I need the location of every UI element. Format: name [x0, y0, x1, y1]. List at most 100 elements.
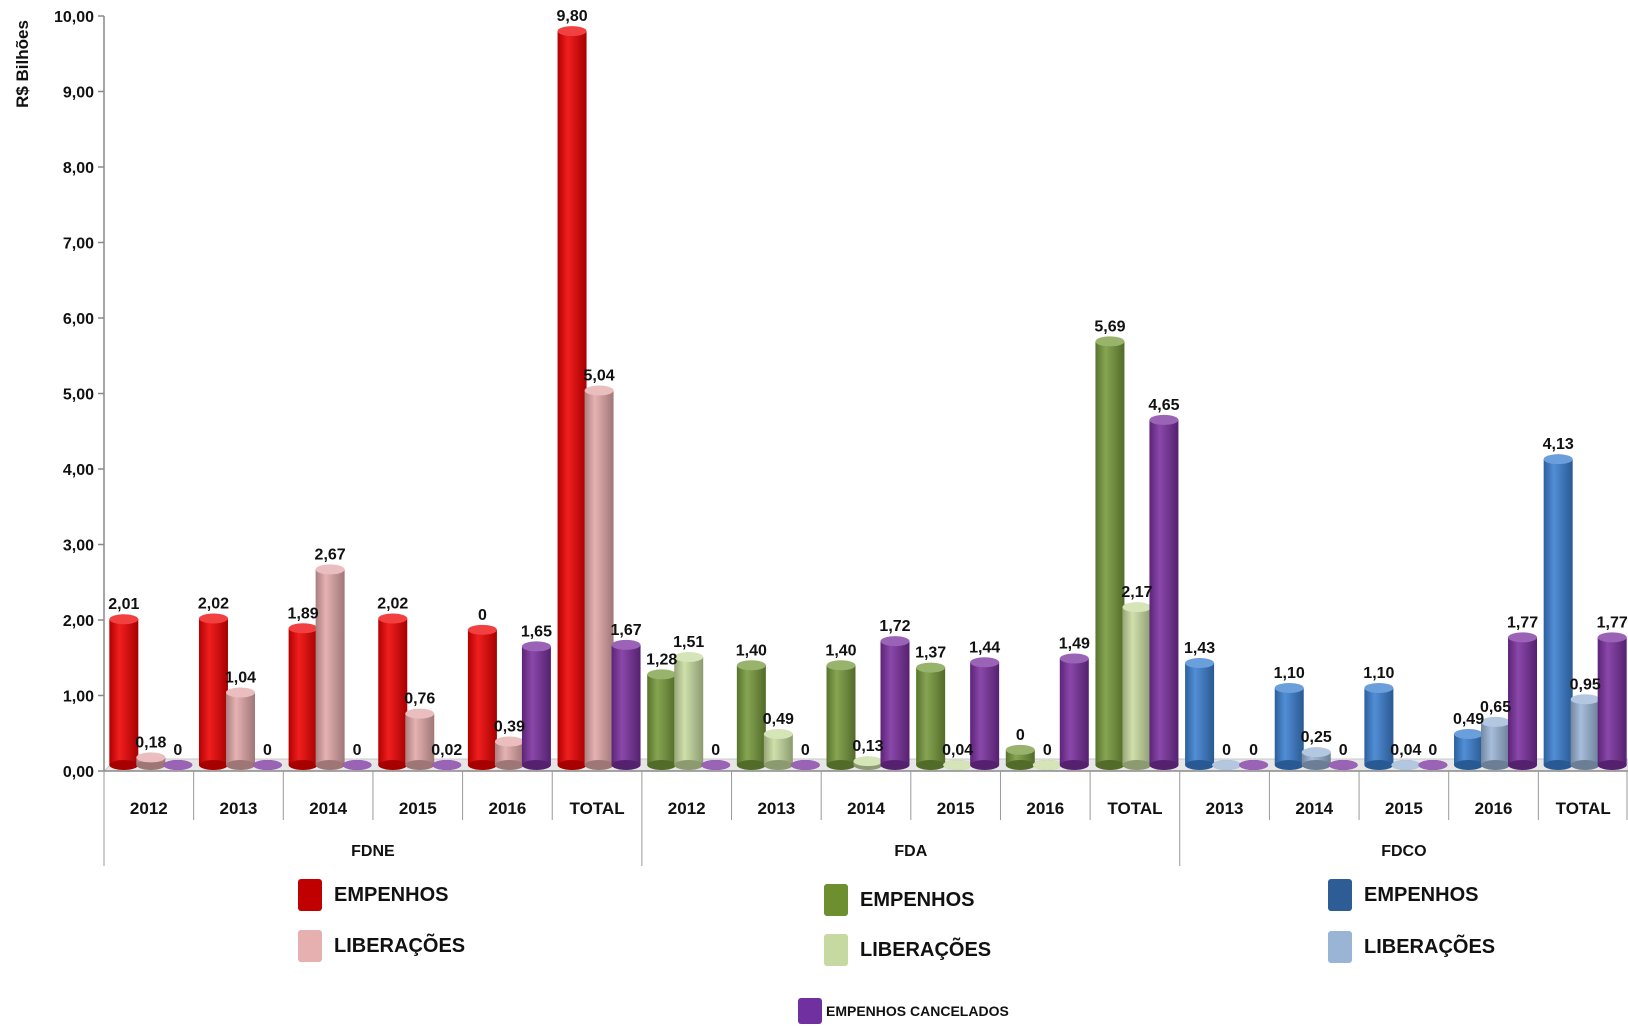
bar-top — [252, 760, 282, 770]
data-label: 2,02 — [198, 595, 229, 612]
bar-top — [109, 614, 139, 625]
bar-base — [1570, 760, 1600, 770]
data-label: 0 — [353, 742, 362, 759]
bar-fdco-2015-cancelados — [1418, 760, 1448, 770]
x-tick-label: 2013 — [220, 799, 258, 818]
bar-body — [378, 618, 408, 765]
bar-body — [1481, 721, 1511, 765]
legend-empenhos-cancelados: EMPENHOS CANCELADOS — [798, 998, 1009, 1024]
data-label: 1,67 — [610, 622, 641, 639]
data-label: 5,69 — [1094, 318, 1125, 335]
bar-body — [763, 734, 793, 765]
bar-fdne-2016-liberacoes — [494, 736, 524, 770]
bar-fdco-2015-liberacoes — [1391, 760, 1421, 770]
bar-fda-total-empenhos — [1095, 336, 1125, 770]
bar-top — [1570, 694, 1600, 705]
y-tick-label: 5,00 — [63, 387, 94, 404]
data-label: 1,28 — [646, 651, 677, 668]
bar-fdco-total-cancelados — [1597, 632, 1627, 770]
data-label: 2,17 — [1121, 584, 1152, 601]
legend-fdne-liberacoes: LIBERAÇÕES — [298, 930, 465, 962]
bar-base — [136, 760, 166, 770]
data-label: 1,10 — [1274, 665, 1305, 682]
bar-base — [315, 760, 345, 770]
bar-body — [970, 662, 1000, 765]
bar-base — [736, 760, 766, 770]
bar-fdne-2014-cancelados — [342, 760, 372, 770]
bar-body — [916, 667, 946, 765]
bar-fdne-2014-empenhos — [288, 623, 318, 770]
legend-label: EMPENHOS — [860, 888, 975, 911]
data-label: 2,02 — [377, 595, 408, 612]
bar-top — [1059, 653, 1089, 664]
bar-base — [1185, 760, 1215, 770]
legend-swatch — [1328, 931, 1352, 963]
bar-top — [1274, 682, 1304, 693]
bar-top — [1508, 632, 1538, 643]
bar-body — [1122, 607, 1152, 765]
bar-base — [467, 760, 497, 770]
bar-fdne-2012-cancelados — [163, 760, 193, 770]
bar-body — [880, 641, 910, 765]
bar-fda-2016-cancelados — [1059, 653, 1089, 770]
bar-base — [1059, 760, 1089, 770]
group-label: FDNE — [351, 843, 395, 860]
bar-body — [1185, 663, 1215, 765]
data-label: 1,44 — [969, 639, 1000, 656]
bar-fda-2015-empenhos — [916, 662, 946, 770]
group-label: FDA — [894, 843, 927, 860]
data-label: 1,43 — [1184, 640, 1215, 657]
x-tick-label: 2014 — [847, 799, 885, 818]
data-label: 0 — [1222, 742, 1231, 759]
data-label: 0 — [801, 742, 810, 759]
data-label: 9,80 — [556, 8, 587, 25]
bar-top — [1301, 747, 1331, 758]
bar-base — [1122, 760, 1152, 770]
x-tick-label: 2016 — [1026, 799, 1064, 818]
bar-top — [647, 669, 677, 680]
bar-base — [1095, 760, 1125, 770]
data-label: 1,40 — [736, 642, 767, 659]
data-label: 0,04 — [942, 742, 973, 759]
legend-fdne-empenhos: EMPENHOS — [298, 879, 448, 911]
x-tick-label: 2015 — [399, 799, 437, 818]
group-label: FDCO — [1381, 843, 1426, 860]
legend-label: LIBERAÇÕES — [334, 934, 466, 957]
bar-fdco-2013-empenhos — [1185, 658, 1215, 770]
data-label: 1,51 — [673, 634, 704, 651]
bar-body — [1149, 419, 1179, 765]
bar-fda-2015-cancelados — [970, 657, 1000, 770]
bar-body — [405, 713, 435, 765]
bar-base — [584, 760, 614, 770]
bar-base — [1508, 760, 1538, 770]
data-label: 1,77 — [1597, 614, 1628, 631]
bar-top — [315, 564, 345, 575]
bar-body — [736, 665, 766, 765]
bar-fda-total-liberacoes — [1122, 602, 1152, 770]
bar-body — [1095, 341, 1125, 765]
bar-body — [1543, 459, 1573, 765]
y-tick-label: 7,00 — [63, 236, 94, 253]
data-label: 0,13 — [852, 738, 883, 755]
data-label: 1,40 — [825, 642, 856, 659]
bar-fda-2013-empenhos — [736, 660, 766, 770]
bar-fda-2015-liberacoes — [943, 760, 973, 770]
data-label: 4,13 — [1543, 436, 1574, 453]
bar-top — [1122, 602, 1152, 613]
data-label: 1,65 — [521, 623, 552, 640]
x-tick-label: 2014 — [309, 799, 347, 818]
legend-label: EMPENHOS — [1364, 883, 1479, 906]
bar-body — [826, 665, 856, 765]
bar-body — [1059, 658, 1089, 765]
bar-body — [674, 656, 704, 765]
y-tick-label: 2,00 — [63, 613, 94, 630]
bar-fda-2013-cancelados — [790, 760, 820, 770]
bar-base — [647, 760, 677, 770]
legend-label: EMPENHOS CANCELADOS — [826, 1003, 1009, 1019]
legend-swatch — [298, 930, 322, 962]
bar-top — [1481, 716, 1511, 727]
bar-top — [1597, 632, 1627, 643]
bar-body — [557, 31, 587, 766]
bar-top — [1391, 760, 1421, 770]
